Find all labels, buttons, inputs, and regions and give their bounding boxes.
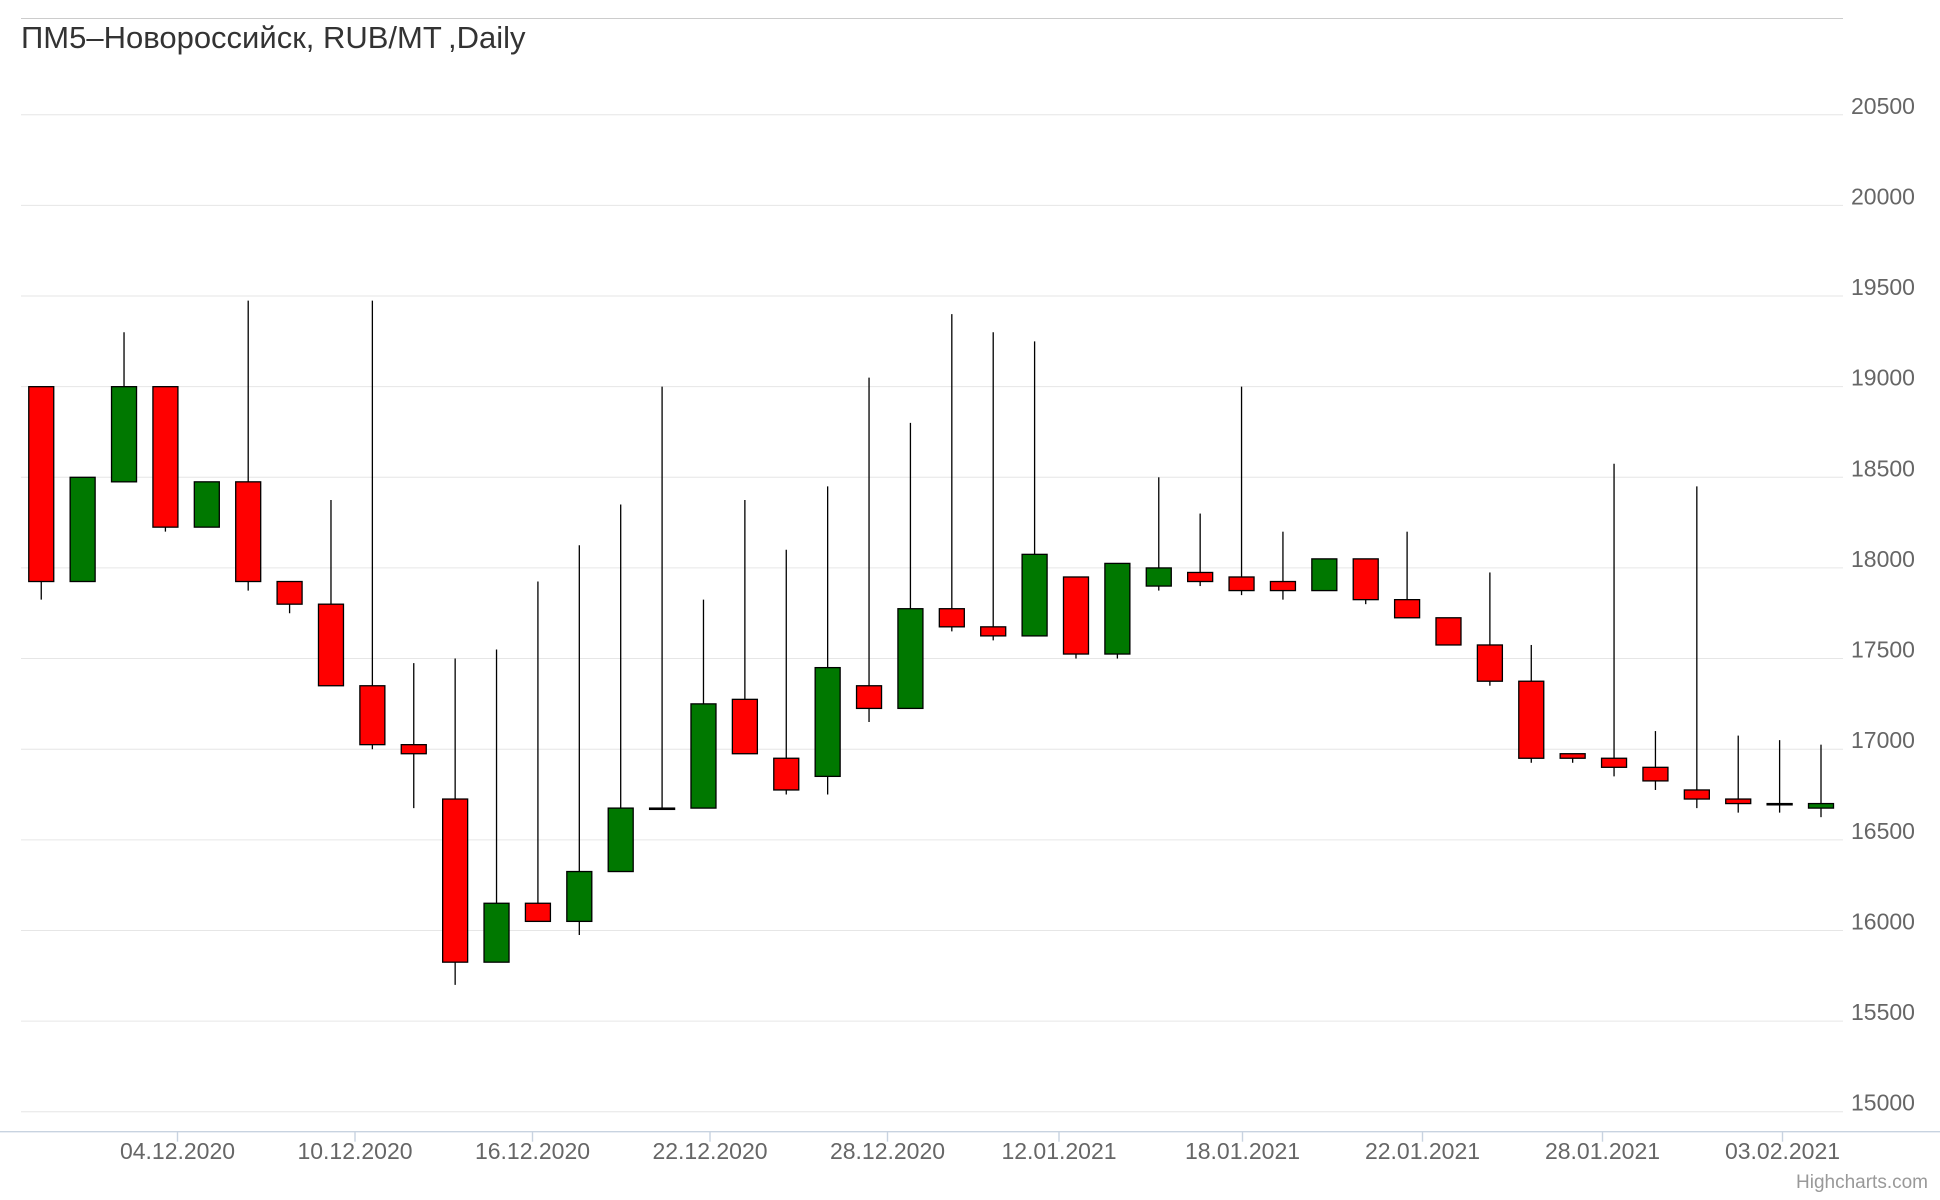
svg-text:19500: 19500 bbox=[1851, 274, 1915, 300]
svg-text:16500: 16500 bbox=[1851, 818, 1915, 844]
svg-text:17000: 17000 bbox=[1851, 727, 1915, 753]
svg-text:17500: 17500 bbox=[1851, 637, 1915, 663]
svg-text:18000: 18000 bbox=[1851, 546, 1915, 572]
svg-text:15500: 15500 bbox=[1851, 999, 1915, 1025]
svg-text:20000: 20000 bbox=[1851, 183, 1915, 209]
svg-text:15000: 15000 bbox=[1851, 1090, 1915, 1116]
svg-text:20500: 20500 bbox=[1851, 93, 1915, 119]
svg-text:16000: 16000 bbox=[1851, 908, 1915, 934]
svg-text:19000: 19000 bbox=[1851, 365, 1915, 391]
svg-text:18500: 18500 bbox=[1851, 455, 1915, 481]
